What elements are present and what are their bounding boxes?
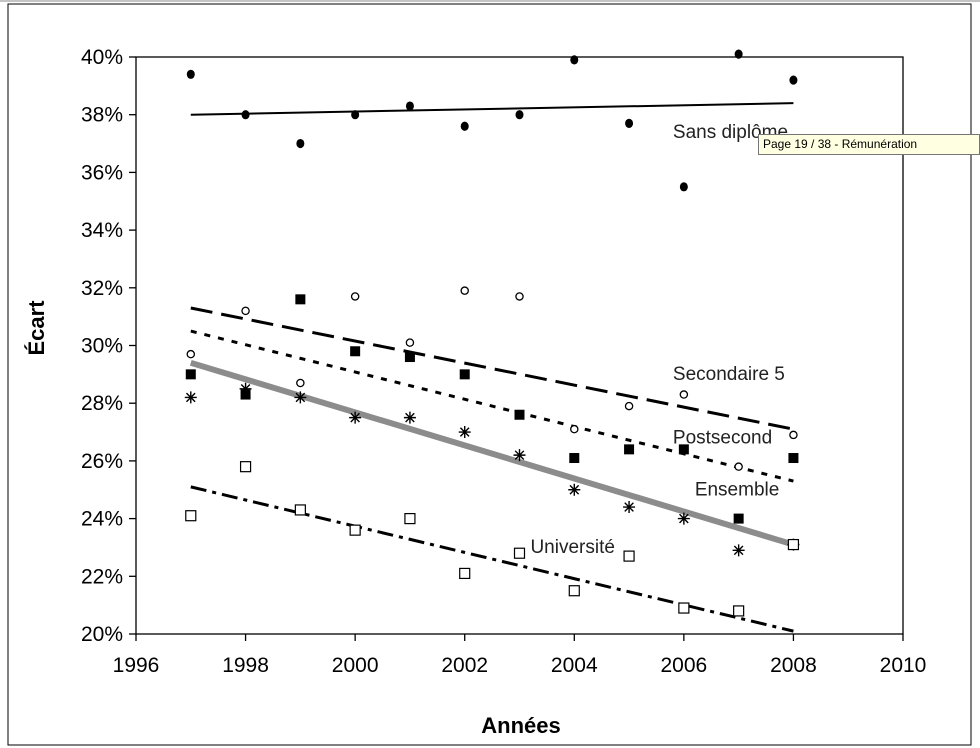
trend-line-sec5 [190,306,794,431]
point-univ [513,547,526,559]
point-sec5 [295,294,306,305]
x-tick-label: 2006 [660,654,707,677]
point-sans [789,75,798,85]
point-sans [296,138,305,149]
point-sans [625,118,634,128]
x-axis-title: Années [481,713,560,738]
point-post [624,401,634,411]
x-tick-label: 2002 [441,654,488,677]
point-univ [568,585,580,597]
trend-lines [189,102,795,633]
point-post [789,430,798,440]
point-ens [294,391,307,404]
series-label: Ensemble [695,480,780,501]
point-sans [241,110,250,120]
point-sec5 [569,453,580,464]
point-ens [513,449,526,462]
point-univ [404,512,416,525]
point-post [296,378,305,388]
y-tick-label: 20% [81,623,123,646]
point-sans [351,110,360,120]
point-sans [405,101,414,111]
point-sec5 [459,369,470,380]
y-axis-ticks: 20% 22% 24% 26% 28% 30% 32% 34% 36% 38% 40% [81,46,136,646]
point-ens [349,411,362,424]
point-sans [515,110,524,120]
point-sec5 [350,346,361,357]
point-sans [679,182,688,192]
point-univ [623,550,635,562]
point-post [241,306,250,316]
point-ens [732,544,745,557]
point-sec5 [733,513,744,524]
point-ens [239,382,252,395]
series-label: Postsecond [673,428,772,449]
point-univ [733,605,745,617]
point-sans [186,69,195,79]
trend-line-ens [189,359,795,548]
trend-line-sans [190,102,794,116]
point-sec5 [788,453,799,464]
point-univ [239,461,252,473]
point-univ [185,510,197,522]
x-tick-label: 2004 [551,654,598,677]
y-tick-label: 28% [81,392,123,415]
point-univ [787,538,800,551]
point-sans [460,121,469,131]
x-tick-label: 1998 [222,654,269,677]
point-post [350,292,360,301]
point-post [734,462,743,471]
series-label: Secondaire 5 [673,364,785,385]
point-post [679,390,689,399]
point-ens [458,426,471,439]
y-tick-label: 40% [81,46,123,69]
point-post [570,424,579,434]
series-label: Université [530,537,614,558]
outer-border [7,3,972,746]
data-markers [184,49,800,617]
point-sec5 [404,352,415,363]
y-tick-label: 24% [81,508,123,531]
point-ens [677,512,690,525]
y-tick-label: 36% [81,161,123,184]
point-sans [734,49,743,59]
y-tick-label: 22% [81,565,123,588]
point-sec5 [678,444,689,455]
x-tick-label: 1996 [113,654,160,677]
point-univ [349,524,361,536]
point-ens [184,391,197,404]
trend-line-univ [190,485,794,633]
y-tick-label: 32% [81,277,123,300]
point-sec5 [624,444,635,455]
point-post [186,349,196,359]
y-tick-label: 26% [81,450,123,473]
point-post [460,286,469,295]
point-sec5 [514,409,525,420]
y-tick-label: 30% [81,335,123,358]
x-tick-label: 2000 [332,654,379,677]
point-univ [294,504,306,516]
page-tooltip: Page 19 / 38 - Rémunération [758,134,980,155]
point-ens [403,411,416,424]
point-ens [623,501,636,514]
point-sans [570,55,579,65]
point-post [515,292,524,301]
trend-line-post [190,329,794,483]
point-post [405,338,415,347]
y-axis-title: Écart [24,300,49,356]
point-univ [459,567,471,580]
point-sec5 [185,369,196,380]
x-tick-label: 2010 [880,654,927,677]
x-tick-label: 2008 [770,654,817,677]
y-tick-label: 34% [81,219,123,242]
point-ens [568,483,581,496]
x-axis-ticks: 1996 1998 2000 2002 2004 2006 2008 2010 [113,634,927,677]
y-tick-label: 38% [81,104,123,127]
point-univ [678,602,690,614]
